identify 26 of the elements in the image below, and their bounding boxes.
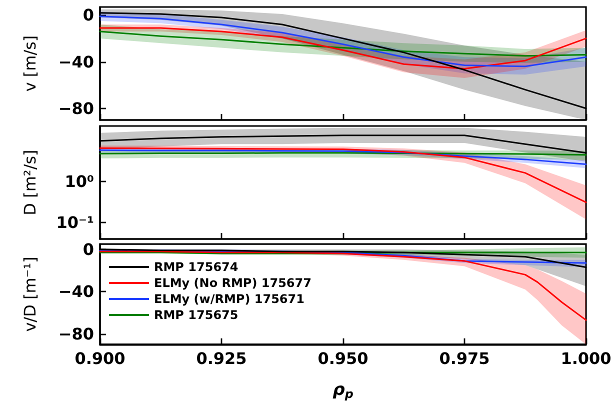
legend-label: ELMy (w/RMP) 175671 [154,292,304,306]
y-tick-label: 10⁻¹ [56,213,94,232]
legend-label: ELMy (No RMP) 175677 [154,276,312,290]
y-tick-label: −80 [58,324,94,344]
line-series [99,30,587,57]
y-tick-label: 0 [82,6,94,25]
y-axis-title: v [m/s] [20,35,40,92]
y-tick-label: −40 [58,52,94,72]
y-tick-label: 10⁰ [64,172,94,191]
y-tick-label: −80 [58,98,94,118]
y-axis-title: D [m²/s] [20,150,40,216]
line-series [99,27,587,70]
x-tick-label: 0.950 [318,348,368,368]
x-tick-label: 1.000 [560,348,612,368]
line-series [99,149,587,165]
x-tick-label: 0.975 [439,348,490,368]
legend-label: RMP 175675 [154,308,238,322]
line-series [99,147,587,204]
y-axis-title: v/D [m⁻¹] [20,256,40,332]
y-tick-label: 0 [82,240,94,259]
y-tick-label: −40 [58,282,94,302]
line-series [99,250,587,321]
legend-label: RMP 175674 [154,260,238,274]
line-series [99,16,587,68]
x-tick-label: 0.900 [74,348,126,368]
x-tick-label: 0.925 [196,348,247,368]
